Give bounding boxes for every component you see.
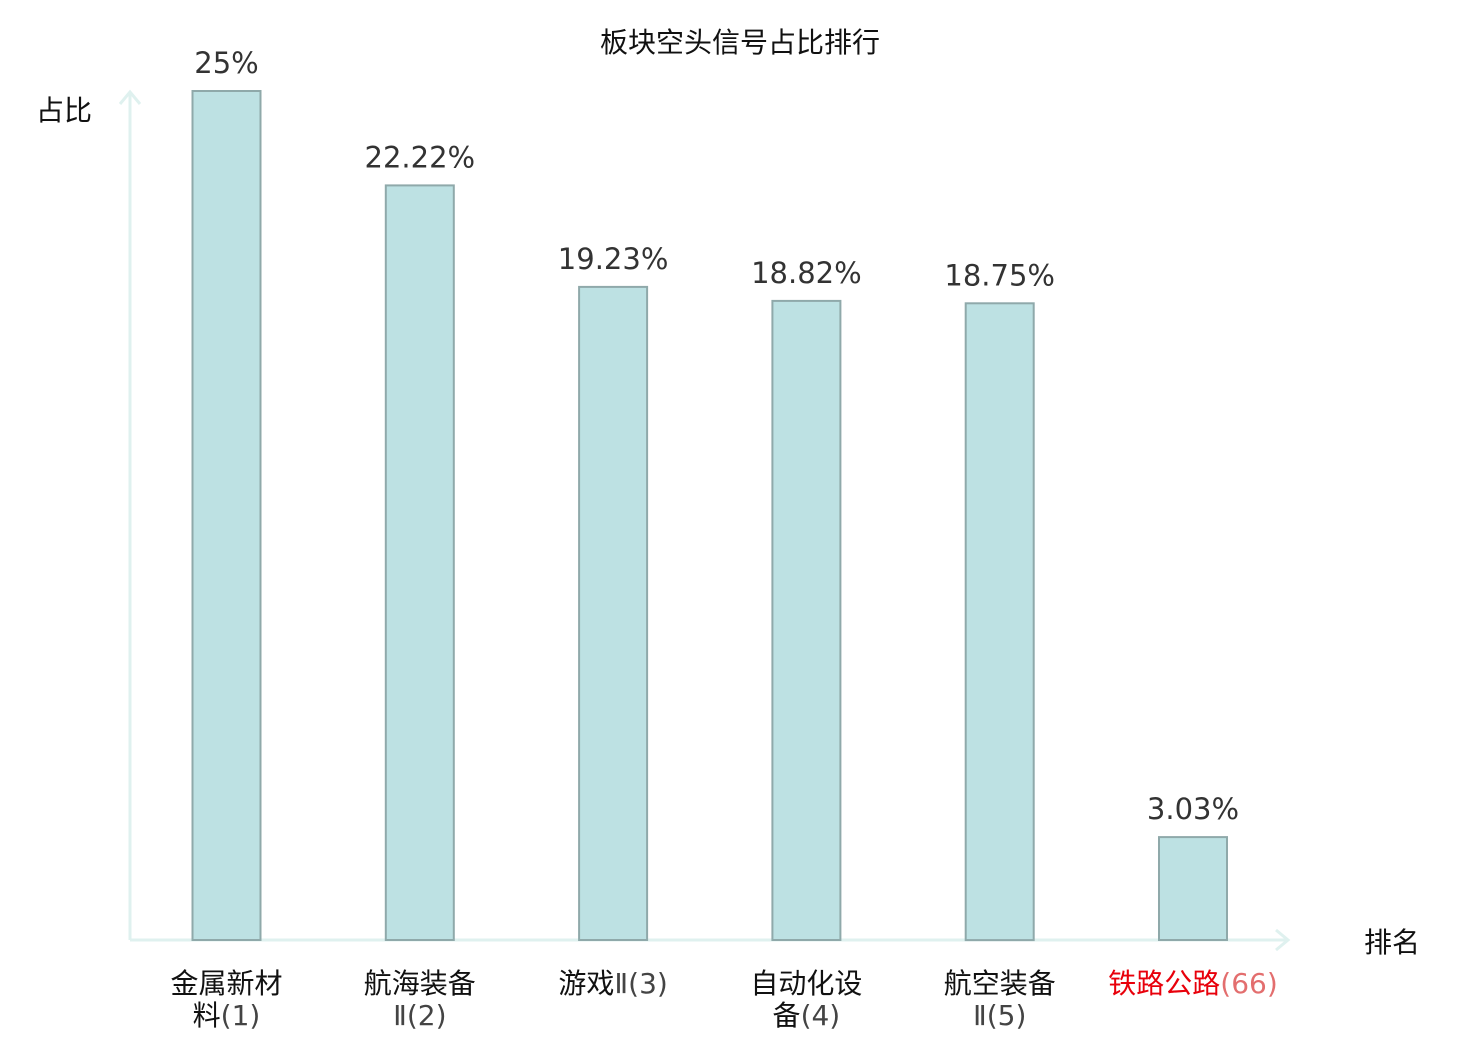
category-label-2-line2: Ⅱ(2) xyxy=(393,999,446,1032)
category-label-5: 航空装备 xyxy=(944,967,1056,1000)
value-label-5: 18.75% xyxy=(944,258,1055,292)
category-label-1-line2: 料(1) xyxy=(193,999,261,1032)
category-label-3: 游戏Ⅱ(3) xyxy=(558,967,667,1000)
bar-3 xyxy=(578,285,649,941)
value-labels-group: 25% 22.22% 19.23% 18.82% 18.75% 3.03% xyxy=(194,46,1239,826)
category-label-5-line2: Ⅱ(5) xyxy=(973,999,1026,1032)
y-axis-label: 占比 xyxy=(36,94,92,127)
value-label-4: 18.82% xyxy=(751,256,862,290)
bars-group xyxy=(191,90,1228,942)
bar-4 xyxy=(771,299,842,941)
value-label-1: 25% xyxy=(194,46,258,80)
bar-6 xyxy=(1158,836,1228,941)
value-label-3: 19.23% xyxy=(558,242,669,276)
y-axis-arrow xyxy=(118,89,142,105)
axes xyxy=(118,89,1291,952)
x-axis-label: 排名 xyxy=(1364,926,1420,959)
bar-5 xyxy=(964,302,1035,942)
x-axis-arrow xyxy=(1275,928,1291,952)
chart-title: 板块空头信号占比排行 xyxy=(600,26,880,59)
value-label-6: 3.03% xyxy=(1147,792,1239,826)
category-label-4: 自动化设 xyxy=(750,967,862,1000)
category-label-4-line2: 备(4) xyxy=(773,999,841,1032)
category-label-2: 航海装备 xyxy=(364,967,476,1000)
bar-2 xyxy=(384,184,455,941)
category-label-6: 铁路公路(66) xyxy=(1108,967,1278,1000)
value-label-2: 22.22% xyxy=(365,140,476,174)
category-label-1: 金属新材 xyxy=(170,967,282,1000)
bar-1 xyxy=(191,90,262,941)
